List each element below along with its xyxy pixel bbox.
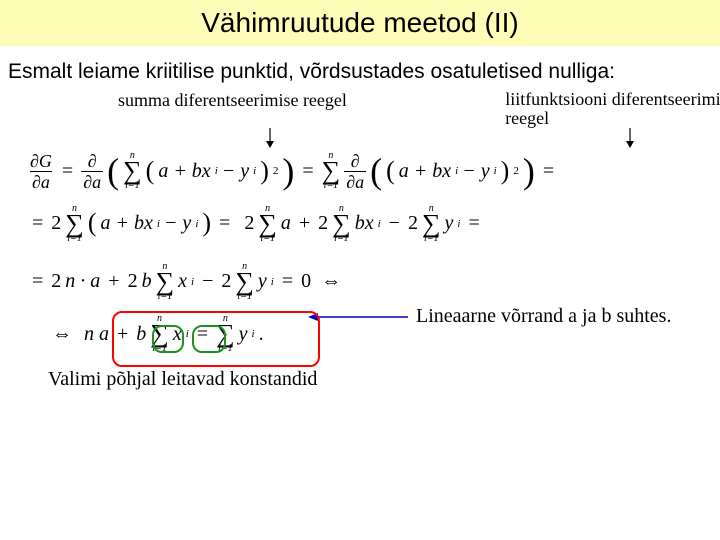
rule-labels: summa diferentseerimise reegel liitfunkt… [8,88,712,128]
rule-arrows [8,128,712,146]
arrow-down-chain [624,128,636,148]
constants-label: Valimi põhjal leitavad konstandid [48,368,712,391]
rule-chain-label: liitfunktsiooni diferentseerimise reegel [505,88,720,128]
equation-final: ⇔ n a + b n∑i=1 xi = n∑i=1 yi . [48,315,712,353]
arrow-down-sum [264,128,276,148]
title-bar: Vähimruutude meetod (II) [0,0,720,46]
equation-line-1: ∂G∂a = ∂∂a ( n∑i=1 (a + bxi − yi)2 ) = n… [28,152,712,191]
page-title: Vähimruutude meetod (II) [201,7,519,39]
equation-line-3: = 2n · a + 2b n∑i=1 xi − 2 n∑i=1 yi = 0 … [28,263,712,301]
rule-sum-label: summa diferentseerimise reegel [8,88,505,128]
intro-text: Esmalt leiame kriitilise punktid, võrdsu… [8,60,712,84]
equation-line-2: = 2 n∑i=1 (a + bxi − yi) = 2 n∑i=1 a + 2… [28,205,712,243]
